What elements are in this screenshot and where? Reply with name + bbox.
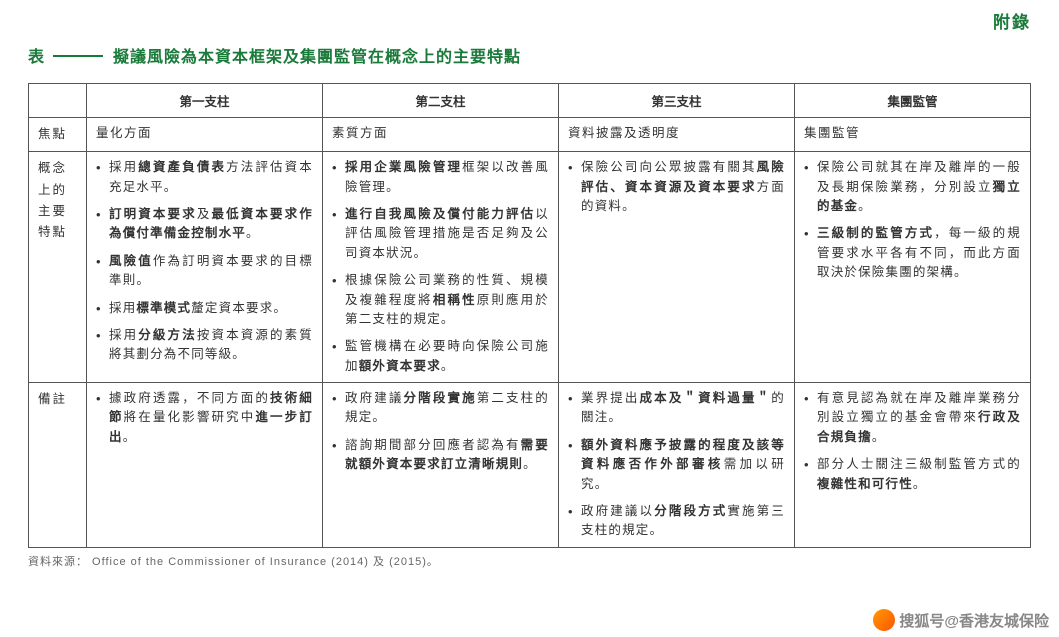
notes-row: 備註 據政府透露，不同方面的技術細節將在量化影響研究中進一步訂出。 政府建議分階… [29,383,1031,548]
appendix-label: 附錄 [28,8,1031,33]
title-prefix: 表 [28,43,45,67]
focus-c1: 量化方面 [87,118,323,152]
header-pillar3: 第三支柱 [559,84,795,118]
watermark: 搜狐号@香港友城保险 [873,609,1049,631]
title-main: 擬議風險為本資本框架及集團監管在概念上的主要特點 [113,43,521,67]
focus-c4: 集團監管 [795,118,1031,152]
list-item: 進行自我風險及償付能力評估以評估風險管理措施是否足夠及公司資本狀況。 [332,205,549,263]
notes-c1: 據政府透露，不同方面的技術細節將在量化影響研究中進一步訂出。 [87,383,323,548]
notes-c2: 政府建議分階段實施第二支柱的規定。諮詢期間部分回應者認為有需要就額外資本要求訂立… [323,383,559,548]
list-item: 風險值作為訂明資本要求的目標準則。 [96,252,313,291]
table-header-row: 第一支柱 第二支柱 第三支柱 集團監管 [29,84,1031,118]
list-item: 業界提出成本及＂資料過量＂的關注。 [568,389,785,428]
page-title: 表 擬議風險為本資本框架及集團監管在概念上的主要特點 [28,43,1031,67]
notes-c4: 有意見認為就在岸及離岸業務分別設立獨立的基金會帶來行政及合規負擔。部分人士關注三… [795,383,1031,548]
list-item: 採用分級方法按資本資源的素質將其劃分為不同等級。 [96,326,313,365]
list-item: 監管機構在必要時向保險公司施加額外資本要求。 [332,337,549,376]
list-item: 有意見認為就在岸及離岸業務分別設立獨立的基金會帶來行政及合規負擔。 [804,389,1021,447]
list-item: 額外資料應予披露的程度及該等資料應否作外部審核需加以研究。 [568,436,785,494]
watermark-logo-icon [873,609,895,631]
focus-c2: 素質方面 [323,118,559,152]
list-item: 三級制的監管方式，每一級的規管要求水平各有不同，而此方面取決於保險集團的架構。 [804,224,1021,282]
header-group: 集團監管 [795,84,1031,118]
list-item: 部分人士關注三級制監管方式的複雜性和可行性。 [804,455,1021,494]
notes-label: 備註 [29,383,87,548]
concept-c1: 採用總資產負債表方法評估資本充足水平。訂明資本要求及最低資本要求作為償付準備金控… [87,152,323,383]
list-item: 根據保險公司業務的性質、規模及複雜程度將相稱性原則應用於第二支柱的規定。 [332,271,549,329]
concept-c3: 保險公司向公眾披露有關其風險評估、資本資源及資本要求方面的資料。 [559,152,795,383]
concept-c2: 採用企業風險管理框架以改善風險管理。進行自我風險及償付能力評估以評估風險管理措施… [323,152,559,383]
list-item: 採用企業風險管理框架以改善風險管理。 [332,158,549,197]
list-item: 政府建議以分階段方式實施第三支柱的規定。 [568,502,785,541]
concept-label: 概念上的主要特點 [29,152,87,383]
list-item: 諮詢期間部分回應者認為有需要就額外資本要求訂立清晰規則。 [332,436,549,475]
focus-row: 焦點 量化方面 素質方面 資料披露及透明度 集團監管 [29,118,1031,152]
list-item: 政府建議分階段實施第二支柱的規定。 [332,389,549,428]
list-item: 保險公司就其在岸及離岸的一般及長期保險業務，分別設立獨立的基金。 [804,158,1021,216]
list-item: 採用總資產負債表方法評估資本充足水平。 [96,158,313,197]
header-blank [29,84,87,118]
header-pillar2: 第二支柱 [323,84,559,118]
list-item: 保險公司向公眾披露有關其風險評估、資本資源及資本要求方面的資料。 [568,158,785,216]
notes-c3: 業界提出成本及＂資料過量＂的關注。額外資料應予披露的程度及該等資料應否作外部審核… [559,383,795,548]
source-citation: 資料來源： Office of the Commissioner of Insu… [28,553,1031,569]
framework-table: 第一支柱 第二支柱 第三支柱 集團監管 焦點 量化方面 素質方面 資料披露及透明… [28,83,1031,548]
title-dash [53,55,103,57]
list-item: 採用標準模式釐定資本要求。 [96,299,313,318]
concept-row: 概念上的主要特點 採用總資產負債表方法評估資本充足水平。訂明資本要求及最低資本要… [29,152,1031,383]
list-item: 訂明資本要求及最低資本要求作為償付準備金控制水平。 [96,205,313,244]
watermark-text: 搜狐号@香港友城保险 [899,610,1049,631]
focus-label: 焦點 [29,118,87,152]
list-item: 據政府透露，不同方面的技術細節將在量化影響研究中進一步訂出。 [96,389,313,447]
concept-c4: 保險公司就其在岸及離岸的一般及長期保險業務，分別設立獨立的基金。三級制的監管方式… [795,152,1031,383]
focus-c3: 資料披露及透明度 [559,118,795,152]
header-pillar1: 第一支柱 [87,84,323,118]
